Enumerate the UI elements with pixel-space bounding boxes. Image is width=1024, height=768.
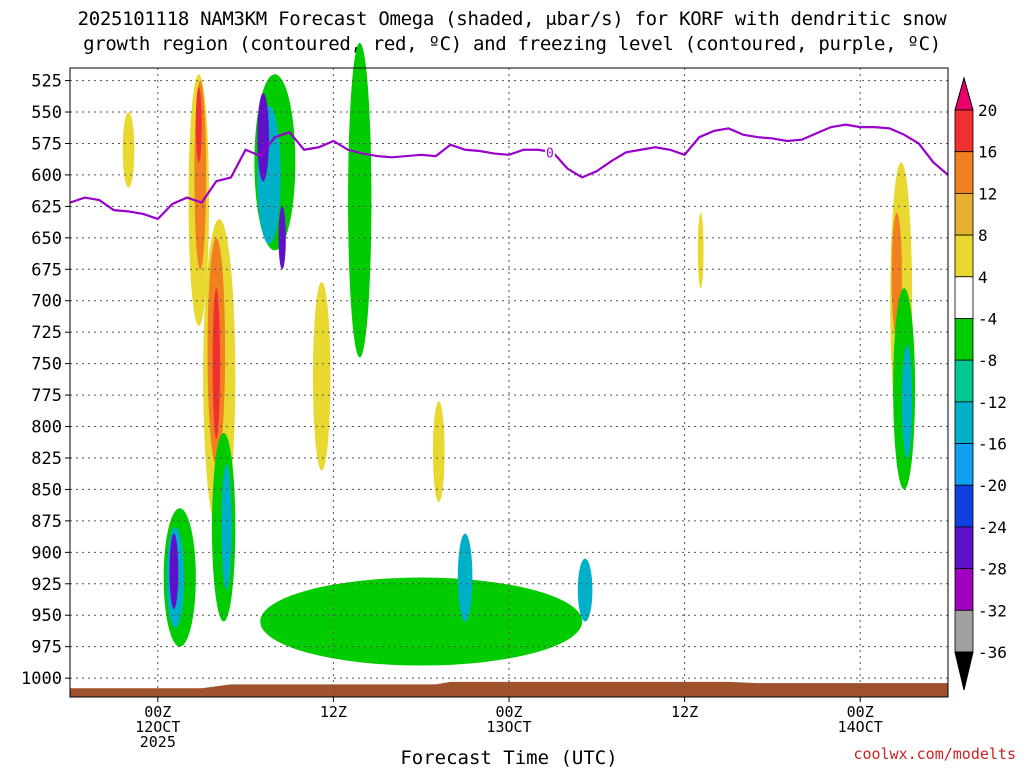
omega-region-7: [257, 93, 270, 182]
colorbar-segment-12: [954, 609, 974, 653]
y-tick-label-625: 625: [31, 197, 62, 217]
y-tick-label-850: 850: [31, 480, 62, 500]
y-axis-ticks: 525 550 575 600 625 650 675 700 725 750 775 800 825 8…: [21, 72, 70, 689]
y-tick-label-700: 700: [31, 292, 62, 312]
omega-region-9: [348, 42, 372, 358]
colorbar-segment-7: [954, 401, 974, 444]
omega-region-8: [278, 206, 286, 270]
y-tick-label-925: 925: [31, 575, 62, 595]
y-tick-label-825: 825: [31, 449, 62, 469]
y-tick-label-600: 600: [31, 166, 62, 186]
colorbar-label-4: 4: [978, 268, 988, 287]
colorbar-label-2: 12: [978, 184, 997, 203]
x-tick-label-0-0: 00Z: [144, 703, 171, 721]
y-tick-label-650: 650: [31, 229, 62, 249]
chart-title-line2: growth region (contoured, red, ºC) and f…: [83, 33, 941, 55]
terrain: [70, 681, 948, 697]
x-tick-label-0-1: 12OCT: [135, 718, 180, 736]
colorbar-label-6: -8: [978, 351, 997, 370]
x-axis-label: Forecast Time (UTC): [400, 747, 617, 768]
x-tick-label-4-0: 00Z: [847, 703, 874, 721]
plot-area: 0: [69, 42, 949, 698]
chart-title-line1: 2025101118 NAM3KM Forecast Omega (shaded…: [77, 8, 947, 30]
freezing-level-line: [69, 123, 949, 221]
y-tick-label-875: 875: [31, 512, 62, 532]
colorbar-label-5: -4: [978, 309, 997, 328]
y-tick-label-950: 950: [31, 606, 62, 626]
colorbar-label-9: -20: [978, 476, 1007, 495]
warm-region-2: [195, 86, 202, 163]
colorbar-label-10: -24: [978, 518, 1007, 537]
colorbar-label-11: -28: [978, 560, 1007, 579]
y-tick-label-975: 975: [31, 638, 62, 658]
colorbar-segment-5: [954, 318, 974, 361]
omega-region-11: [457, 533, 473, 622]
colorbar-segment-10: [954, 526, 974, 570]
y-tick-label-750: 750: [31, 355, 62, 375]
grid: [70, 68, 948, 697]
colorbar: 20 16 12 8 4 -4 -8 -12 -16 -20 -24 -28 -32 -36: [954, 76, 1007, 691]
warm-region-11: [697, 212, 704, 289]
x-tick-label-4-1: 14OCT: [838, 718, 883, 736]
freezing-level-label-text: 0: [546, 146, 554, 161]
x-tick-label-0-2: 2025: [140, 733, 176, 751]
colorbar-segment-0: [954, 109, 974, 153]
colorbar-bottom-triangle: [954, 651, 974, 691]
x-tick-label-1-0: 12Z: [320, 703, 347, 721]
colorbar-segment-4: [954, 276, 974, 319]
colorbar-label-8: -16: [978, 435, 1007, 454]
warm-region-6: [122, 112, 135, 188]
colorbar-label-12: -32: [978, 601, 1007, 620]
colorbar-segment-1: [954, 151, 974, 194]
x-tick-label-2-1: 13OCT: [486, 718, 531, 736]
warm-region-8: [432, 401, 445, 503]
y-tick-label-775: 775: [31, 386, 62, 406]
colorbar-segment-11: [954, 568, 974, 611]
y-tick-label-800: 800: [31, 418, 62, 438]
colorbar-label-7: -12: [978, 393, 1007, 412]
omega-shading: [122, 42, 916, 666]
warm-region-7: [312, 281, 331, 471]
colorbar-segment-3: [954, 234, 974, 278]
y-tick-label-725: 725: [31, 323, 62, 343]
omega-region-12: [577, 558, 593, 622]
colorbar-label-3: 8: [978, 226, 988, 245]
y-tick-label-900: 900: [31, 543, 62, 563]
y-tick-label-575: 575: [31, 134, 62, 154]
y-tick-label-550: 550: [31, 103, 62, 123]
omega-region-2: [169, 533, 179, 609]
colorbar-segment-6: [954, 359, 974, 403]
x-tick-label-2-0: 00Z: [495, 703, 522, 721]
colorbar-top-triangle: [954, 76, 974, 111]
colorbar-label-1: 16: [978, 143, 997, 162]
watermark: coolwx.com/modelts: [853, 745, 1016, 763]
y-tick-label-1000: 1000: [21, 669, 62, 689]
warm-region-5: [212, 288, 220, 440]
omega-region-14: [901, 344, 913, 458]
colorbar-label-13: -36: [978, 643, 1007, 662]
colorbar-segment-2: [954, 192, 974, 236]
colorbar-segment-8: [954, 443, 974, 486]
colorbar-label-0: 20: [978, 101, 997, 120]
y-tick-label-675: 675: [31, 260, 62, 280]
freezing-level-label-bg: [544, 145, 555, 159]
x-tick-label-3-0: 12Z: [671, 703, 698, 721]
omega-region-10: [260, 577, 583, 666]
colorbar-segment-9: [954, 484, 974, 528]
omega-region-4: [221, 464, 232, 591]
y-tick-label-525: 525: [31, 72, 62, 92]
